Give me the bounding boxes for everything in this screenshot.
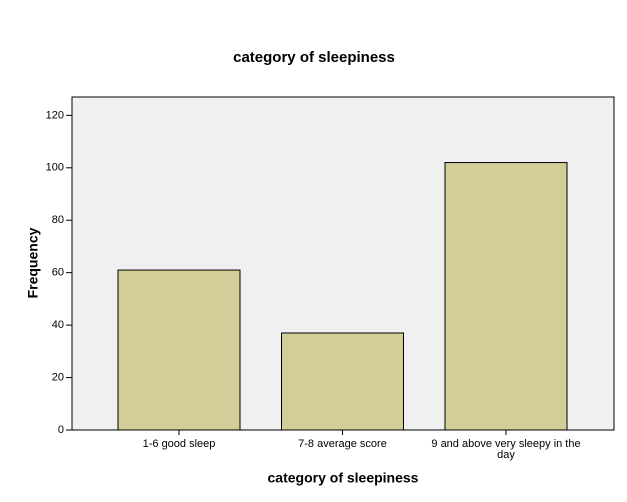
y-tick-label: 60 [52,267,64,279]
y-tick-label: 80 [52,214,64,226]
bar [281,332,404,431]
bar [444,162,568,431]
y-tick-label: 100 [46,162,64,174]
y-axis-title: Frequency [25,227,41,298]
x-tick-label: 1-6 good sleep [142,438,216,450]
x-tick-label: 7-8 average score [298,438,387,450]
chart-title: category of sleepiness [233,49,395,66]
y-tick-label: 120 [46,109,64,121]
x-axis-title: category of sleepiness [268,470,419,486]
bar [117,269,241,431]
x-tick-label: 9 and above very sleepy in the day [431,438,581,461]
y-tick-label: 0 [58,424,64,436]
y-tick-label: 40 [52,319,64,331]
y-tick-label: 20 [52,371,64,383]
